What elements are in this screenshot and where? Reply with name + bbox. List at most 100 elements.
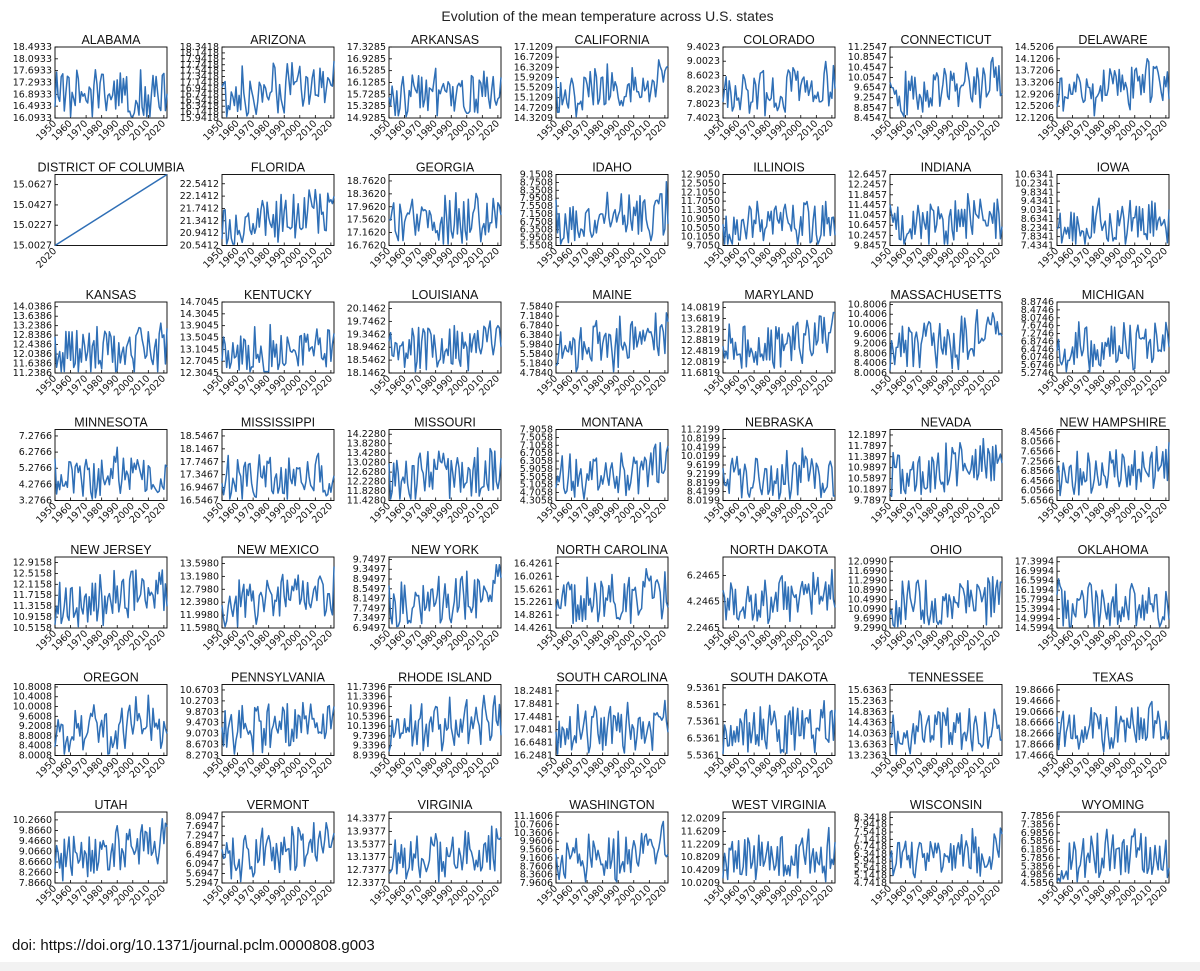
panel-title: SOUTH CAROLINA [556,671,668,685]
panel-tennessee: TENNESSEE 13.236313.636314.036314.436314.… [848,671,1003,781]
y-tick-label: 8.5361 [687,700,720,711]
y-tick-label: 14.8261 [514,610,553,621]
y-tick-label: 8.7508 [520,177,553,188]
y-tick-label: 16.1285 [347,78,386,89]
panel-frame [221,429,335,501]
y-tick-label: 18.2481 [514,686,553,697]
temperature-series-line [388,191,502,245]
y-tick-label: 9.2990 [854,623,887,634]
y-tick-label: 10.4547 [848,62,887,73]
y-tick-label: 14.3209 [514,113,553,124]
y-tick-label: 12.1206 [1015,113,1054,124]
panel-frame [54,811,168,884]
panel-title: NEW YORK [411,543,479,557]
y-tick-label: 12.6457 [848,170,887,181]
y-tick-label: 17.8481 [514,699,553,710]
panel-frame [54,556,168,629]
y-tick-label: 11.8280 [347,486,386,497]
temperature-series-line [555,568,669,625]
y-tick-label: 9.6008 [19,711,52,722]
y-tick-label: 14.4261 [514,623,553,634]
y-tick-label: 7.1508 [520,209,553,220]
y-tick-label: 6.3508 [520,225,553,236]
temperature-series-line [1056,442,1170,497]
y-tick-label: 7.2947 [186,831,219,842]
y-tick-label: 8.8006 [854,348,887,359]
y-tick-label: 10.4199 [681,442,720,453]
y-tick-label: 10.9897 [848,463,887,474]
panel-delaware: DELAWARE 12.120612.520612.920613.320613.7… [1015,33,1170,143]
y-tick-label: 14.0363 [848,729,887,740]
panel-frame [889,556,1003,629]
y-tick-label: 8.4006 [854,358,887,369]
panel-frame [1056,301,1170,374]
y-tick-label: 12.4386 [13,340,52,351]
temperature-series-line [54,569,168,628]
y-tick-label: 7.7497 [353,603,386,614]
y-tick-label: 9.7396 [353,731,386,742]
y-tick-label: 5.6566 [1021,496,1054,507]
y-tick-label: 10.0990 [848,604,887,615]
panel-kansas: KANSAS 11.238611.638612.038612.438612.838… [13,288,168,398]
panel-title: RHODE ISLAND [398,671,492,685]
y-tick-label: 9.8660 [19,825,52,836]
y-tick-label: 14.9285 [347,113,386,124]
temperature-series-line [221,323,335,373]
panel-title: FLORIDA [251,161,306,175]
footer-band [0,962,1200,971]
y-tick-label: 9.4660 [19,836,52,847]
panel-south-carolina: SOUTH CAROLINA 16.2481 16.6481 17.0481 17.44… [514,671,669,781]
y-tick-label: 5.2947 [186,878,219,889]
temperature-series-line [221,60,335,118]
y-tick-label: 12.7980 [180,584,219,595]
y-tick-label: 13.7206 [1015,66,1054,77]
y-tick-label: 8.6023 [687,70,720,81]
y-tick-label: 12.3980 [180,597,219,608]
y-tick-label: 5.7856 [1021,853,1054,864]
temperature-series-line [889,575,1003,628]
panel-title: ALABAMA [81,33,141,47]
temperature-series-line [388,447,502,500]
panel-indiana: INDIANA 9.845710.245710.645711.045711.445… [848,161,1003,271]
panel-frame [388,684,502,756]
y-tick-label: 13.2819 [681,324,720,335]
y-tick-label: 9.2006 [854,339,887,350]
y-tick-label: 10.5396 [347,711,386,722]
y-tick-label: 12.7377 [347,865,386,876]
y-tick-label: 13.9377 [347,826,386,837]
y-tick-label: 9.3396 [353,741,386,752]
y-tick-label: 10.5897 [848,474,887,485]
panel-nebraska: NEBRASKA8.01998.41998.81999.21999.619910… [681,416,836,526]
temperature-series-line [555,820,669,883]
y-tick-label: 17.3994 [1015,557,1054,568]
panel-title: MARYLAND [744,288,813,302]
y-tick-label: 16.2481 [514,751,553,762]
y-tick-label: 7.5508 [520,201,553,212]
y-tick-label: 17.4666 [1015,751,1054,762]
y-tick-label: 14.0819 [681,302,720,313]
y-tick-label: 6.7418 [854,842,887,853]
panel-title: MAINE [592,288,632,302]
y-tick-label: 15.2261 [514,597,553,608]
panel-title: MONTANA [581,416,643,430]
panel-frame [889,174,1003,246]
temperature-series-line [54,173,168,247]
panel-minnesota: MINNESOTA3.27664.27665.27666.27667.27661… [19,416,168,526]
y-tick-label: 7.9058 [520,425,553,436]
y-tick-label: 8.4199 [687,487,720,498]
panel-maryland: MARYLAND 11.681912.081912.481912.881913.2… [681,288,836,398]
panel-title: ARIZONA [250,33,306,47]
y-tick-label: 9.2199 [687,469,720,480]
y-tick-label: 17.9620 [347,202,386,213]
y-tick-label: 10.2341 [1015,178,1054,189]
y-tick-label: 11.7396 [347,682,386,693]
y-tick-label: 11.2199 [681,425,720,436]
y-tick-label: 7.3497 [353,613,386,624]
y-tick-label: 10.7606 [514,820,553,831]
temperature-series-line [889,308,1003,371]
small-multiples-grid: ALABAMA 16.093316.493316.893317.293317.69… [13,33,1170,908]
y-tick-label: 6.7508 [520,217,553,228]
y-tick-label: 20.1462 [347,303,386,314]
panel-frame [889,811,1003,884]
y-tick-label: 11.6990 [848,566,887,577]
